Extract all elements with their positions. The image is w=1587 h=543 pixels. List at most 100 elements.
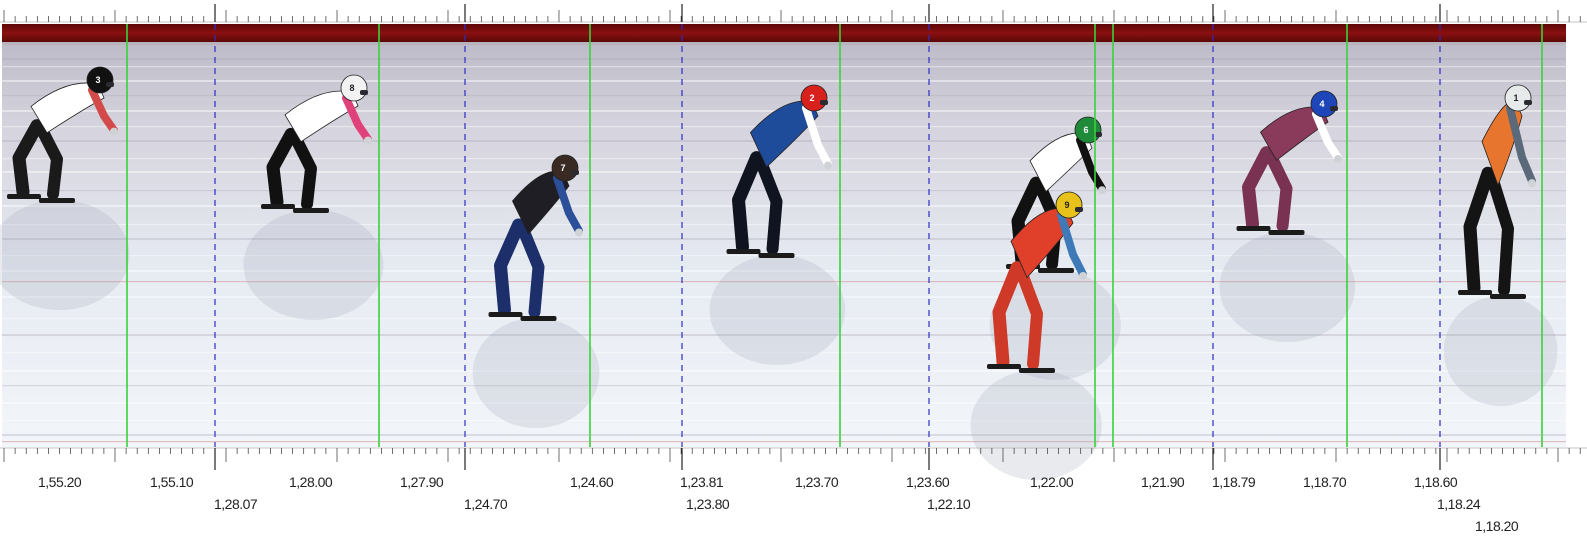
skater-glove — [575, 228, 583, 237]
skate-blade — [39, 198, 75, 203]
helmet-number: 4 — [1319, 99, 1324, 109]
skater-glove — [364, 136, 372, 145]
ice-streak — [2, 441, 1566, 443]
skater-leg — [1486, 171, 1514, 296]
ice-streak — [2, 66, 1566, 68]
skater-glove — [824, 161, 832, 170]
skater-visor — [1330, 106, 1338, 111]
skater-visor — [106, 82, 114, 87]
ice-streak — [2, 171, 1566, 173]
skater-visor — [360, 90, 368, 95]
skater-arm — [1312, 110, 1342, 162]
time-label: 1,18.24 — [1437, 496, 1481, 512]
ice-surface — [2, 24, 1566, 447]
skater-helmet — [1504, 84, 1532, 112]
skater-helmet — [800, 84, 828, 112]
skate-blade — [1268, 230, 1305, 235]
skater-arm — [1506, 104, 1536, 186]
skater-9: 9 — [987, 191, 1087, 373]
skate-blade — [1038, 268, 1074, 273]
skater-shadow — [472, 318, 600, 428]
skater-shadows — [0, 200, 1558, 480]
helmet-number: 1 — [1513, 93, 1518, 103]
skate-blade — [488, 312, 523, 317]
skater-leg — [1015, 265, 1043, 370]
skater-visor — [1094, 132, 1102, 137]
skater-leg — [494, 218, 525, 317]
ice-streak — [2, 95, 1566, 97]
time-label: 1,23.81 — [680, 474, 724, 490]
time-label: 1,22.10 — [927, 496, 971, 512]
skater-4: 4 — [1236, 90, 1342, 235]
skater-visor — [820, 100, 828, 105]
skater-glove — [1079, 271, 1087, 280]
ice-streak — [2, 334, 1566, 336]
helmet-number: 9 — [1064, 200, 1069, 210]
time-labels: 1,55.20 1,55.10 1,28.07 1,28.00 1,27.90 … — [38, 474, 1519, 534]
helmet-number: 2 — [809, 93, 814, 103]
time-label: 1,28.00 — [289, 474, 333, 490]
ice-streak — [2, 238, 1566, 240]
ice-streak — [2, 158, 1566, 160]
skater-shadow — [1219, 232, 1356, 342]
bottom-time-ruler — [0, 447, 1587, 470]
skate-blade — [1236, 226, 1271, 231]
ice-streak — [2, 281, 1566, 283]
skater-leg — [1264, 149, 1293, 232]
skate-blade — [1019, 368, 1055, 373]
skater-shadow — [243, 210, 384, 320]
ice-streak — [2, 434, 1566, 436]
skater-leg — [992, 261, 1024, 369]
skater-8: 8 — [261, 74, 372, 213]
skater-shadow — [1443, 296, 1558, 406]
time-label: 1,23.80 — [686, 496, 730, 512]
skater-2: 2 — [726, 84, 832, 258]
helmet-number: 8 — [349, 83, 354, 93]
ice-streak — [2, 318, 1566, 320]
skater-leg — [1463, 166, 1495, 295]
ice-streak — [2, 420, 1566, 422]
skater-shadow — [989, 270, 1121, 380]
time-label: 1,18.79 — [1212, 474, 1256, 490]
ice-streak — [2, 352, 1566, 354]
ice-streak — [2, 190, 1566, 192]
skater-1: 1 — [1458, 84, 1536, 299]
skater-torso — [284, 90, 359, 143]
top-time-ruler — [0, 4, 1587, 23]
time-label: 1,22.00 — [1030, 474, 1074, 490]
skater-visor — [1524, 100, 1532, 105]
time-label: 1,18.20 — [1475, 518, 1519, 534]
finish-lines — [126, 24, 1543, 447]
skater-arm — [1076, 136, 1106, 193]
skater-helmet — [551, 154, 579, 182]
skater-helmet — [1310, 90, 1338, 118]
ice-streak — [2, 58, 1566, 60]
rink-wall-band — [2, 24, 1566, 42]
skater-helmet — [86, 66, 114, 94]
skater-shadow — [709, 255, 846, 365]
skater-visor — [571, 170, 579, 175]
skater-glove — [110, 127, 118, 136]
skater-glove — [1528, 179, 1536, 188]
ice-streak — [2, 205, 1566, 207]
skater-torso — [30, 82, 105, 134]
skater-7: 7 — [488, 154, 583, 321]
skate-blade — [726, 249, 761, 254]
skate-blade — [293, 208, 329, 213]
skate-blade — [520, 316, 557, 321]
skater-visor — [1075, 207, 1083, 212]
time-label: 1,23.70 — [795, 474, 839, 490]
skater-shadow — [970, 370, 1102, 480]
time-label: 1,28.07 — [214, 496, 258, 512]
skater-leg — [1242, 146, 1273, 231]
skater-leg — [516, 222, 545, 318]
skater-helmet — [1055, 191, 1083, 219]
skater-glove — [1334, 155, 1342, 164]
skater-leg — [266, 127, 298, 209]
skater-arm — [88, 86, 118, 135]
time-label: 1,55.10 — [150, 474, 194, 490]
time-label: 1,27.90 — [400, 474, 444, 490]
skate-blade — [261, 204, 295, 209]
time-label: 1,21.90 — [1141, 474, 1185, 490]
